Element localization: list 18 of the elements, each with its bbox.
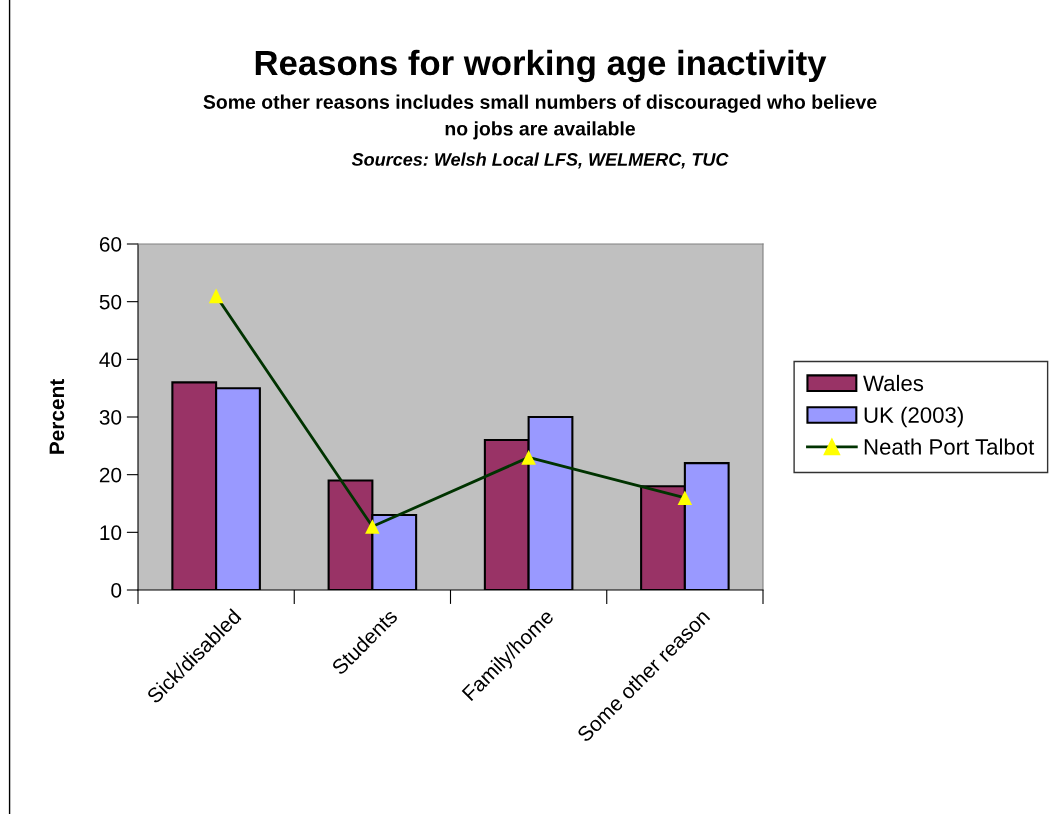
chart-title: Reasons for working age inactivity	[255, 49, 827, 83]
y-tick-label: 10	[100, 525, 122, 541]
point	[677, 490, 693, 506]
y-tick-label: 20	[99, 467, 122, 483]
legend-label: Neath Port Talbot	[864, 438, 1035, 455]
y-tick-label: 0	[111, 583, 122, 598]
chart-subtitle: Some other reasons includes small numbers of discouraged who believe no jobs are available	[203, 94, 877, 140]
point	[521, 450, 536, 465]
y-tick-label: 40	[99, 352, 122, 368]
legend-label: UK (2003)	[864, 406, 963, 428]
point	[208, 288, 224, 304]
legend-label: Wales	[863, 374, 924, 392]
source-note: Sources: Welsh Local LFS, WELMERC, TUC	[351, 152, 729, 169]
y-tick-label: 50	[99, 294, 122, 310]
point	[365, 519, 380, 534]
y-axis-title: Percent	[49, 379, 65, 454]
y-tick-label: 60	[99, 237, 122, 252]
y-tick-label: 30	[99, 410, 122, 425]
